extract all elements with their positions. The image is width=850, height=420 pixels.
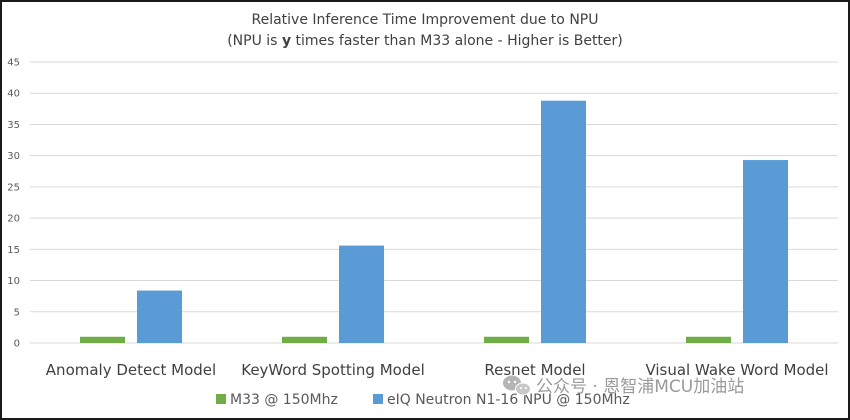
- watermark-text: 公众号 · 恩智浦MCU加油站: [536, 377, 744, 397]
- chart-subtitle-suffix: times faster than M33 alone - Higher is …: [291, 33, 623, 49]
- bar-npu: [743, 160, 788, 343]
- category-label: Resnet Model: [484, 361, 585, 379]
- category-label: KeyWord Spotting Model: [241, 361, 425, 379]
- y-tick-label: 25: [7, 182, 20, 193]
- bar-m33: [686, 336, 731, 343]
- chart-subtitle: (NPU is y times faster than M33 alone - …: [227, 33, 623, 49]
- y-axis-ticks: 0 5 10 15 20 25 30 35 40 45: [7, 58, 20, 350]
- bar-npu: [541, 100, 586, 344]
- category-label: Visual Wake Word Model: [645, 361, 828, 379]
- wechat-icon: [503, 375, 531, 396]
- category-labels: Anomaly Detect Model KeyWord Spotting Mod…: [46, 361, 829, 379]
- legend-label: eIQ Neutron N1-16 NPU @ 150Mhz: [387, 392, 630, 408]
- y-tick-label: 0: [14, 339, 20, 350]
- y-tick-label: 30: [7, 151, 20, 162]
- y-tick-label: 5: [14, 307, 20, 318]
- category-label: Anomaly Detect Model: [46, 361, 216, 379]
- y-tick-label: 35: [7, 120, 20, 131]
- bar-m33: [282, 336, 327, 343]
- chart-title: Relative Inference Time Improvement due …: [252, 12, 599, 28]
- bar-m33: [484, 336, 529, 343]
- chart-subtitle-bold: y: [282, 33, 291, 49]
- y-tick-label: 40: [7, 89, 20, 100]
- legend-label: M33 @ 150Mhz: [230, 392, 338, 408]
- watermark: 公众号 · 恩智浦MCU加油站: [503, 375, 744, 397]
- y-tick-label: 45: [7, 58, 20, 69]
- chart-subtitle-prefix: (NPU is: [227, 33, 282, 49]
- y-tick-label: 20: [7, 214, 20, 225]
- legend-swatch: [216, 394, 226, 404]
- legend-swatch: [373, 394, 383, 404]
- legend: M33 @ 150Mhz eIQ Neutron N1-16 NPU @ 150M…: [216, 392, 630, 408]
- y-tick-label: 10: [7, 276, 20, 287]
- y-tick-label: 15: [7, 245, 20, 256]
- bars: [80, 100, 788, 344]
- bar-npu: [137, 290, 182, 343]
- bar-m33: [80, 336, 125, 343]
- bar-npu: [339, 245, 384, 343]
